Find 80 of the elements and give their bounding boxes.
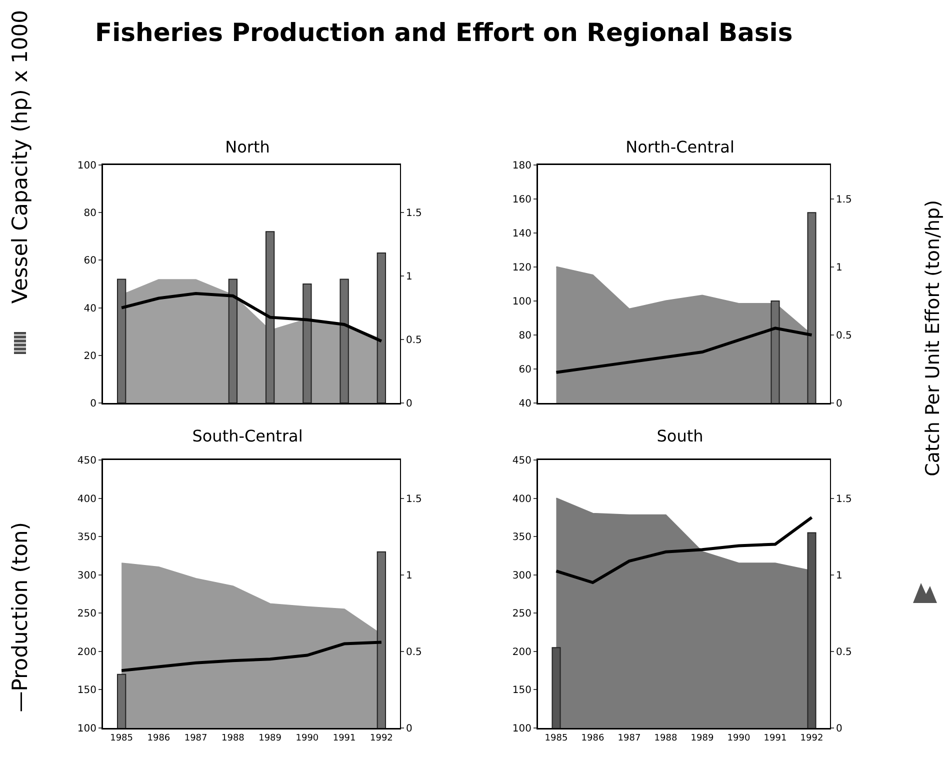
y-tick-label: 400	[512, 494, 532, 505]
y-tick-label: 150	[77, 685, 96, 696]
y2-tick-label: 0.5	[406, 646, 422, 658]
y2-tick-label: 0	[836, 724, 842, 734]
bar	[228, 278, 238, 403]
y-tick-label: 350	[512, 532, 532, 544]
x-tick-label: 1989	[258, 733, 282, 744]
x-tick-label: 1988	[654, 733, 678, 744]
y-tick-label: 160	[512, 194, 532, 206]
y2-tick-label: 0.5	[406, 335, 422, 346]
y-tick-label: 350	[77, 532, 96, 544]
bar	[340, 278, 349, 403]
line-series	[120, 640, 383, 672]
line-series	[554, 516, 814, 584]
text: Fisheries Production and Effort on Regional Basis	[95, 18, 793, 47]
y-tick-label: 140	[512, 228, 532, 240]
y2-tick-label: 1	[836, 262, 842, 274]
x-tick-label: 1988	[221, 733, 245, 744]
chart-title: South	[656, 426, 704, 446]
y-tick-label: 150	[512, 685, 532, 696]
x-tick-label: 1992	[800, 733, 824, 744]
text: Vessel Capacity (hp) x 1000	[8, 10, 32, 304]
y2-tick-label: 0	[406, 724, 412, 734]
y-tick-label: 60	[84, 256, 96, 267]
x-tick-label: 1986	[581, 733, 604, 744]
y-tick-label: 200	[77, 646, 96, 658]
y2-tick-label: 1	[406, 272, 412, 283]
chart-title: North	[225, 137, 270, 156]
y-tick-label: 40	[518, 398, 532, 410]
x-tick-label: 1990	[727, 733, 750, 744]
y-tick-label: 60	[518, 364, 532, 376]
line-series	[120, 292, 383, 343]
text: —Production (ton)	[8, 522, 32, 712]
x-tick-label: 1989	[690, 733, 714, 744]
y2-tick-label: 0.5	[836, 330, 852, 342]
y2-tick-label: 1.5	[406, 494, 422, 505]
x-tick-label: 1985	[544, 733, 568, 744]
y-tick-label: 40	[84, 303, 96, 314]
y2-tick-label: 1.5	[836, 494, 852, 505]
y-tick-label: 300	[512, 570, 532, 582]
bar	[265, 231, 275, 403]
text: Catch Per Unit Effort (ton/hp)	[922, 200, 944, 476]
y-tick-label: 80	[84, 208, 96, 220]
y-tick-label: 100	[77, 724, 96, 734]
line-series	[554, 326, 814, 374]
y-tick-label: 300	[77, 570, 96, 582]
y-tick-label: 450	[77, 456, 96, 466]
y2-tick-label: 1.5	[836, 194, 852, 206]
bar	[116, 278, 126, 403]
x-tick-label: 1986	[147, 733, 170, 744]
y-tick-label: 20	[84, 350, 96, 362]
y2-tick-label: 0.5	[836, 646, 852, 658]
x-tick-label: 1991	[332, 733, 356, 744]
y2-tick-label: 1	[406, 570, 412, 582]
x-tick-label: 1990	[296, 733, 319, 744]
y-tick-label: 200	[512, 646, 532, 658]
chart-title: North-Central	[626, 137, 734, 156]
y-tick-label: 100	[512, 724, 532, 734]
y-tick-label: 400	[77, 494, 96, 505]
y2-tick-label: 1	[836, 570, 842, 582]
y-tick-label: 450	[512, 456, 532, 466]
y-tick-label: 120	[512, 262, 532, 274]
y-tick-label: 100	[77, 160, 96, 172]
y-tick-label: 180	[512, 160, 532, 172]
y-tick-label: 100	[512, 296, 532, 308]
y-tick-label: 0	[90, 398, 96, 410]
y2-tick-label: 0	[406, 398, 412, 410]
y2-tick-label: 0	[836, 398, 842, 410]
x-tick-label: 1987	[618, 733, 641, 744]
y2-tick-label: 1.5	[406, 208, 422, 220]
chart-title: South-Central	[192, 426, 303, 446]
y-tick-label: 250	[77, 608, 96, 620]
bar	[302, 284, 312, 403]
y-tick-label: 250	[512, 608, 532, 620]
bar	[376, 252, 386, 403]
x-tick-label: 1987	[184, 733, 208, 744]
x-tick-label: 1992	[370, 733, 393, 744]
x-tick-label: 1985	[110, 733, 134, 744]
y-tick-label: 80	[518, 330, 532, 342]
x-tick-label: 1991	[764, 733, 787, 744]
